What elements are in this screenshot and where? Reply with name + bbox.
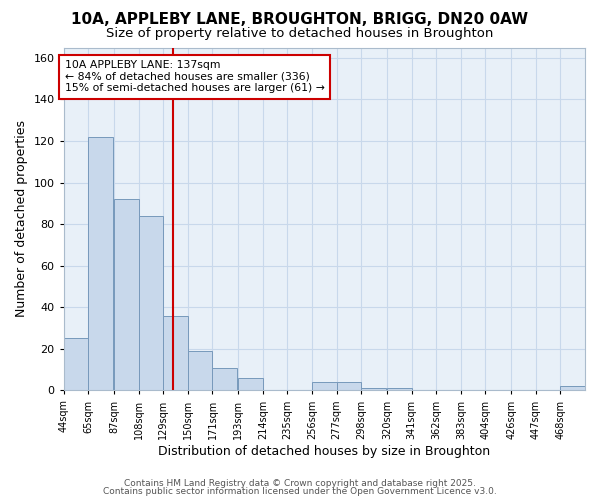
Bar (163, 316, 188, 390)
Bar (88, 137, 113, 390)
Y-axis label: Number of detached properties: Number of detached properties (15, 120, 28, 318)
Bar (139, 216, 163, 390)
Text: Size of property relative to detached houses in Broughton: Size of property relative to detached ho… (106, 28, 494, 40)
Text: Contains public sector information licensed under the Open Government Licence v3: Contains public sector information licen… (103, 488, 497, 496)
Bar (387, 388, 412, 390)
Bar (560, 386, 585, 390)
Text: Contains HM Land Registry data © Crown copyright and database right 2025.: Contains HM Land Registry data © Crown c… (124, 478, 476, 488)
Bar (114, 199, 139, 390)
Text: 10A APPLEBY LANE: 137sqm
← 84% of detached houses are smaller (336)
15% of semi-: 10A APPLEBY LANE: 137sqm ← 84% of detach… (65, 60, 325, 93)
Bar (337, 382, 361, 390)
Bar (64, 338, 88, 390)
Bar (361, 388, 386, 390)
Bar (188, 351, 212, 391)
Text: 10A, APPLEBY LANE, BROUGHTON, BRIGG, DN20 0AW: 10A, APPLEBY LANE, BROUGHTON, BRIGG, DN2… (71, 12, 529, 28)
Bar (312, 382, 337, 390)
Bar (212, 368, 237, 390)
X-axis label: Distribution of detached houses by size in Broughton: Distribution of detached houses by size … (158, 444, 490, 458)
Bar (238, 378, 263, 390)
